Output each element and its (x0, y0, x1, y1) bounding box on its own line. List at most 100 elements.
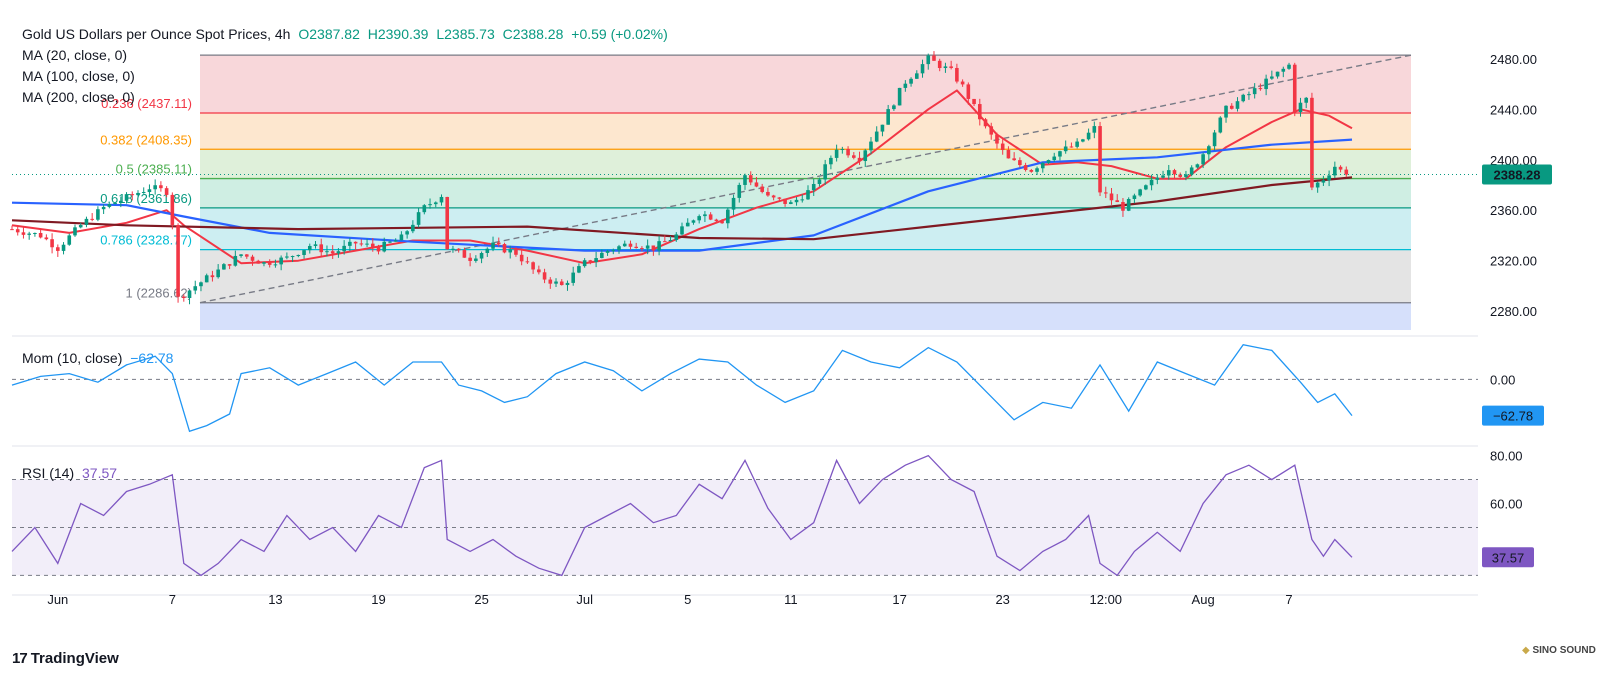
candle[interactable] (50, 233, 54, 254)
candle[interactable] (886, 104, 890, 125)
candle[interactable] (1081, 138, 1085, 143)
candle[interactable] (1006, 146, 1011, 159)
legend-ma200[interactable]: MA (200, close, 0) (22, 89, 135, 105)
candle[interactable] (983, 117, 988, 129)
candle[interactable] (348, 237, 352, 252)
candle[interactable] (554, 278, 558, 287)
candle[interactable] (852, 152, 856, 160)
candle[interactable] (56, 244, 60, 257)
candle[interactable] (342, 240, 346, 255)
candle[interactable] (1012, 152, 1016, 161)
candle[interactable] (726, 207, 730, 229)
candle[interactable] (760, 183, 764, 194)
candle[interactable] (1000, 138, 1005, 155)
candle[interactable] (1103, 186, 1108, 199)
candle[interactable] (559, 279, 564, 286)
candle[interactable] (508, 245, 513, 259)
candle[interactable] (680, 222, 684, 236)
candle[interactable] (244, 253, 249, 259)
candle[interactable] (909, 77, 913, 87)
candle[interactable] (703, 211, 707, 223)
candle[interactable] (411, 220, 415, 234)
candle[interactable] (1052, 152, 1057, 163)
candle[interactable] (1275, 71, 1280, 79)
candle[interactable] (216, 264, 220, 279)
candle[interactable] (754, 176, 759, 188)
candle[interactable] (1121, 198, 1125, 217)
candle[interactable] (313, 241, 318, 249)
candle[interactable] (800, 194, 805, 203)
candle[interactable] (393, 238, 398, 242)
candle[interactable] (932, 51, 936, 61)
candle[interactable] (130, 191, 135, 201)
candle[interactable] (227, 264, 232, 270)
candle[interactable] (1166, 164, 1171, 180)
candle[interactable] (267, 259, 272, 268)
candle[interactable] (582, 258, 587, 268)
candle[interactable] (1075, 138, 1079, 149)
candle[interactable] (794, 197, 799, 206)
candle[interactable] (537, 265, 541, 275)
candle[interactable] (622, 240, 627, 247)
candle[interactable] (302, 249, 306, 259)
candle[interactable] (1258, 83, 1263, 91)
candle[interactable] (834, 144, 839, 162)
candle[interactable] (714, 218, 719, 224)
candle[interactable] (840, 146, 845, 154)
candle[interactable] (949, 60, 953, 70)
candle[interactable] (1235, 97, 1240, 112)
candle[interactable] (823, 159, 827, 185)
candle[interactable] (628, 240, 633, 250)
candle[interactable] (290, 255, 295, 263)
candle[interactable] (674, 232, 679, 242)
candle[interactable] (863, 148, 868, 167)
candle[interactable] (502, 242, 507, 254)
candle[interactable] (1144, 184, 1148, 191)
candle[interactable] (892, 104, 896, 111)
candle[interactable] (73, 224, 77, 237)
candle[interactable] (1287, 62, 1291, 70)
candle[interactable] (548, 277, 553, 289)
candle[interactable] (519, 248, 524, 266)
candle[interactable] (1184, 170, 1188, 181)
candle[interactable] (124, 192, 129, 204)
candle[interactable] (880, 124, 885, 137)
candle[interactable] (720, 219, 724, 224)
candle[interactable] (67, 233, 72, 246)
ma100-line[interactable] (11, 138, 1353, 252)
candle[interactable] (141, 187, 146, 194)
candle[interactable] (222, 263, 226, 270)
price-badge[interactable] (1482, 164, 1552, 185)
candle[interactable] (943, 62, 948, 73)
candle[interactable] (1178, 172, 1183, 180)
candle[interactable] (15, 226, 20, 236)
candle[interactable] (376, 244, 381, 255)
candle[interactable] (766, 187, 770, 197)
candle[interactable] (640, 246, 644, 252)
rsi-legend[interactable]: RSI (14) 37.57 (22, 465, 117, 481)
candle[interactable] (27, 231, 31, 240)
candle[interactable] (1292, 62, 1297, 117)
candle[interactable] (960, 79, 965, 87)
candle[interactable] (159, 181, 163, 192)
candle[interactable] (1310, 92, 1314, 191)
candle[interactable] (422, 204, 427, 215)
candle[interactable] (903, 80, 908, 92)
candle[interactable] (645, 239, 650, 255)
candle[interactable] (365, 238, 369, 248)
candle[interactable] (926, 53, 931, 70)
candle[interactable] (279, 255, 283, 271)
candle[interactable] (1040, 162, 1045, 173)
candle[interactable] (153, 179, 157, 195)
candle[interactable] (1195, 163, 1200, 169)
candle[interactable] (731, 194, 736, 216)
candle[interactable] (462, 247, 467, 258)
candle[interactable] (325, 245, 329, 257)
candle[interactable] (439, 194, 444, 206)
candle[interactable] (307, 243, 312, 254)
legend-ma20[interactable]: MA (20, close, 0) (22, 47, 128, 63)
candle[interactable] (474, 255, 478, 263)
candle[interactable] (811, 178, 816, 196)
candle[interactable] (777, 197, 782, 202)
